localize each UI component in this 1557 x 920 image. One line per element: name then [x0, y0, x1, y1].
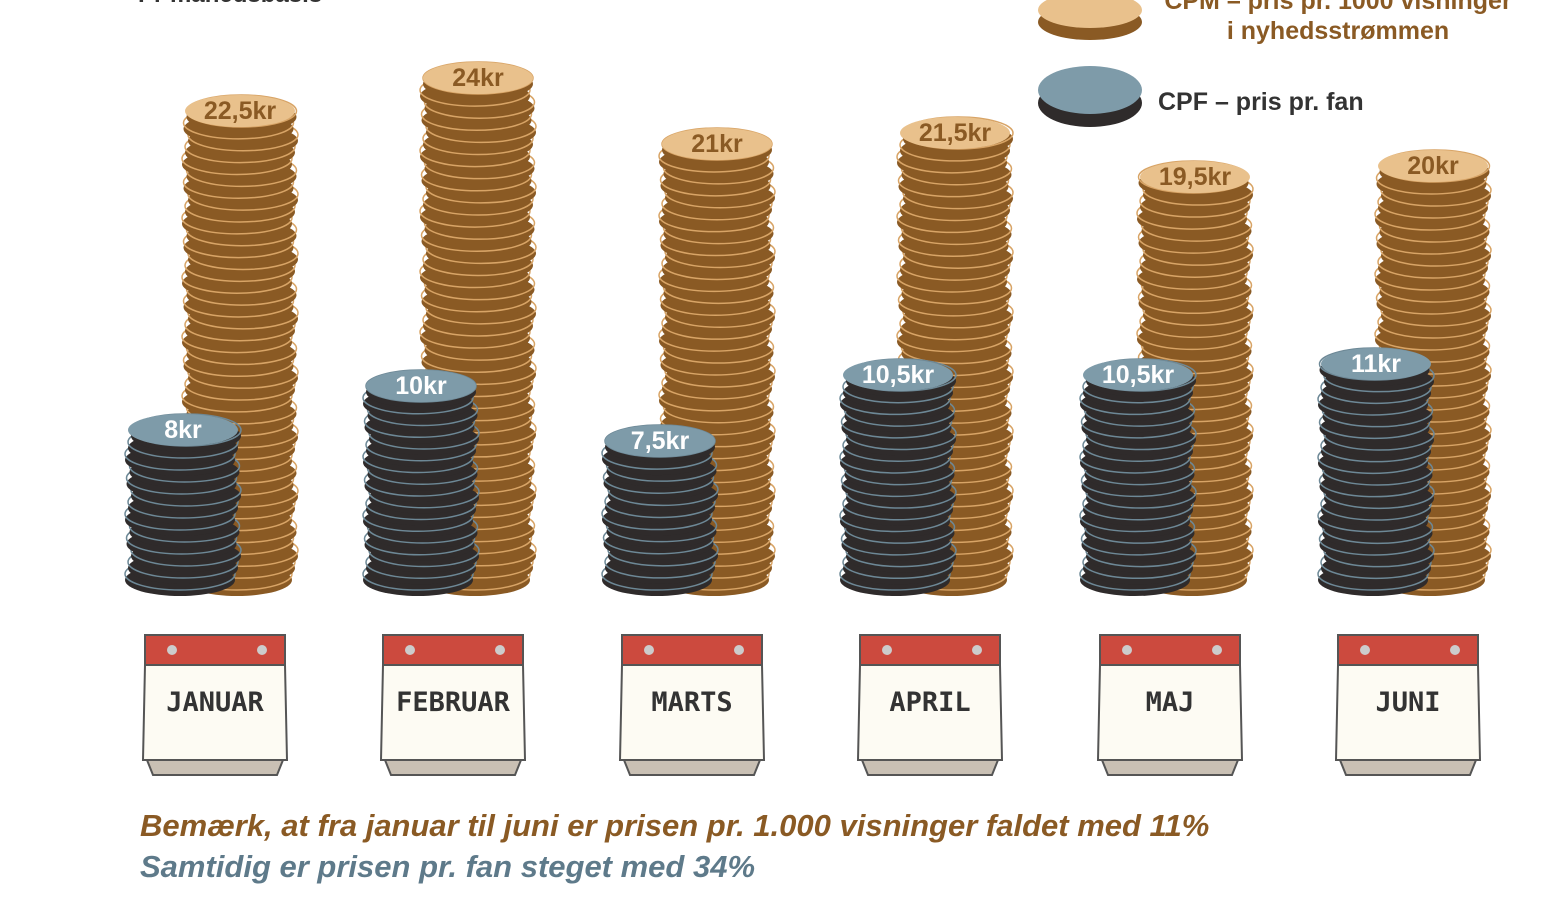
coin-stack — [658, 127, 776, 596]
x-tick-label: MAJ — [1146, 687, 1195, 718]
x-tick-label: JANUAR — [166, 687, 264, 718]
coin-stack — [362, 369, 480, 596]
value-label: 7,5kr — [631, 427, 690, 455]
x-tick-label: APRIL — [889, 687, 970, 718]
coin-stack — [1317, 347, 1435, 596]
coin-stack — [1079, 358, 1197, 596]
x-tick-label: MARTS — [651, 687, 732, 718]
calendar — [618, 634, 766, 776]
calendar — [1334, 634, 1482, 776]
coin-stack — [839, 358, 957, 596]
x-tick-label: JUNI — [1375, 687, 1440, 718]
value-label: 8kr — [164, 416, 202, 444]
value-label: 24kr — [452, 64, 504, 92]
value-label: 22,5kr — [204, 97, 277, 125]
coin-stack — [124, 413, 242, 596]
coin-stack — [601, 424, 719, 596]
calendar — [141, 634, 289, 776]
value-label: 11kr — [1351, 350, 1401, 378]
value-label: 10kr — [395, 372, 447, 400]
legend-label: CPF – pris pr. fan — [1158, 88, 1364, 116]
x-tick-label: FEBRUAR — [396, 687, 511, 718]
value-label: 21kr — [691, 130, 743, 158]
legend-icon-cpf — [1038, 66, 1142, 127]
value-label: 19,5kr — [1159, 163, 1232, 191]
subtitle: Pr månedsbasis — [138, 0, 322, 8]
value-label: 21,5kr — [919, 119, 992, 147]
calendar — [856, 634, 1004, 776]
calendar — [379, 634, 527, 776]
note: Samtidig er prisen pr. fan steget med 34… — [140, 849, 755, 884]
note: Bemærk, at fra januar til juni er prisen… — [140, 808, 1209, 843]
calendar — [1096, 634, 1244, 776]
legend-icon-cpm — [1038, 0, 1142, 40]
value-label: 20kr — [1407, 152, 1459, 180]
value-label: 10,5kr — [1102, 361, 1175, 389]
value-label: 10,5kr — [862, 361, 935, 389]
legend-label: CPM – pris pr. 1000 visninger i nyhedsst… — [1164, 0, 1512, 45]
